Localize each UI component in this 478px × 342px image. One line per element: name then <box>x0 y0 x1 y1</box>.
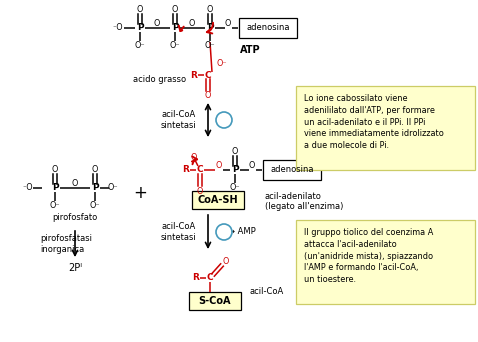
Text: O: O <box>216 161 222 171</box>
Text: 2Pᴵ: 2Pᴵ <box>68 263 82 273</box>
Text: P: P <box>232 166 239 174</box>
Text: O: O <box>223 256 229 265</box>
Text: R: R <box>183 166 189 174</box>
Text: O⁻: O⁻ <box>108 184 119 193</box>
Text: ⁻O: ⁻O <box>113 24 123 32</box>
Text: CoA-SH: CoA-SH <box>198 195 239 205</box>
Text: O: O <box>137 5 143 14</box>
Text: O: O <box>225 19 231 28</box>
Text: O: O <box>205 92 211 101</box>
Text: P: P <box>206 24 213 32</box>
FancyBboxPatch shape <box>239 18 297 38</box>
Text: O⁻: O⁻ <box>170 41 180 51</box>
FancyBboxPatch shape <box>263 160 321 180</box>
Text: O⁻: O⁻ <box>230 184 240 193</box>
Text: ②: ② <box>219 227 228 237</box>
Text: O: O <box>189 19 195 28</box>
Text: acil-CoA
sintetasi: acil-CoA sintetasi <box>160 110 196 130</box>
Text: O⁻: O⁻ <box>205 41 215 51</box>
Text: adenosina: adenosina <box>270 166 314 174</box>
Text: Lo ione cabossilato viene
adenililato dall'ATP, per formare
un acil-adenilato e : Lo ione cabossilato viene adenililato da… <box>304 94 444 150</box>
Text: O: O <box>172 5 178 14</box>
Text: O: O <box>207 5 213 14</box>
Text: O: O <box>72 180 78 188</box>
Text: P: P <box>52 184 58 193</box>
Text: O: O <box>154 19 160 28</box>
Text: C: C <box>196 166 203 174</box>
Text: ①: ① <box>219 115 228 125</box>
Circle shape <box>216 112 232 128</box>
Text: acido grasso: acido grasso <box>133 76 186 84</box>
Text: pirofosfato: pirofosfato <box>53 213 98 223</box>
Text: C: C <box>206 274 213 282</box>
Text: O: O <box>191 153 197 161</box>
Text: C: C <box>205 70 211 79</box>
Text: O⁻: O⁻ <box>135 41 145 51</box>
Text: adenosina: adenosina <box>246 24 290 32</box>
Text: → AMP: → AMP <box>228 227 256 237</box>
Text: O⁻: O⁻ <box>50 201 60 210</box>
Text: O: O <box>232 147 238 157</box>
Text: P: P <box>137 24 143 32</box>
Text: O⁻: O⁻ <box>90 201 100 210</box>
FancyBboxPatch shape <box>192 191 244 209</box>
Text: P: P <box>172 24 178 32</box>
Text: +: + <box>133 184 147 202</box>
Text: P: P <box>92 184 98 193</box>
Text: R: R <box>191 70 197 79</box>
Text: O: O <box>249 161 255 171</box>
Text: pirofosfatasi
inorganica: pirofosfatasi inorganica <box>40 234 92 254</box>
Text: ATP: ATP <box>240 45 261 55</box>
Circle shape <box>216 224 232 240</box>
Text: R: R <box>193 274 199 282</box>
Text: O: O <box>197 186 203 196</box>
Text: O: O <box>52 166 58 174</box>
Text: acil-CoA: acil-CoA <box>250 288 284 297</box>
Text: acil-adenilato
(legato all'enzima): acil-adenilato (legato all'enzima) <box>265 192 343 211</box>
Text: O: O <box>92 166 98 174</box>
Text: S-CoA: S-CoA <box>199 296 231 306</box>
Text: O⁻: O⁻ <box>217 58 228 67</box>
FancyBboxPatch shape <box>296 86 475 170</box>
Text: acil-CoA
sintetasi: acil-CoA sintetasi <box>160 222 196 242</box>
FancyBboxPatch shape <box>189 292 241 310</box>
Text: ⁻O: ⁻O <box>22 184 33 193</box>
FancyBboxPatch shape <box>296 220 475 304</box>
Text: Il gruppo tiolico del coenzima A
attacca l'acil-adenilato
(un'anidride mista), s: Il gruppo tiolico del coenzima A attacca… <box>304 228 433 284</box>
